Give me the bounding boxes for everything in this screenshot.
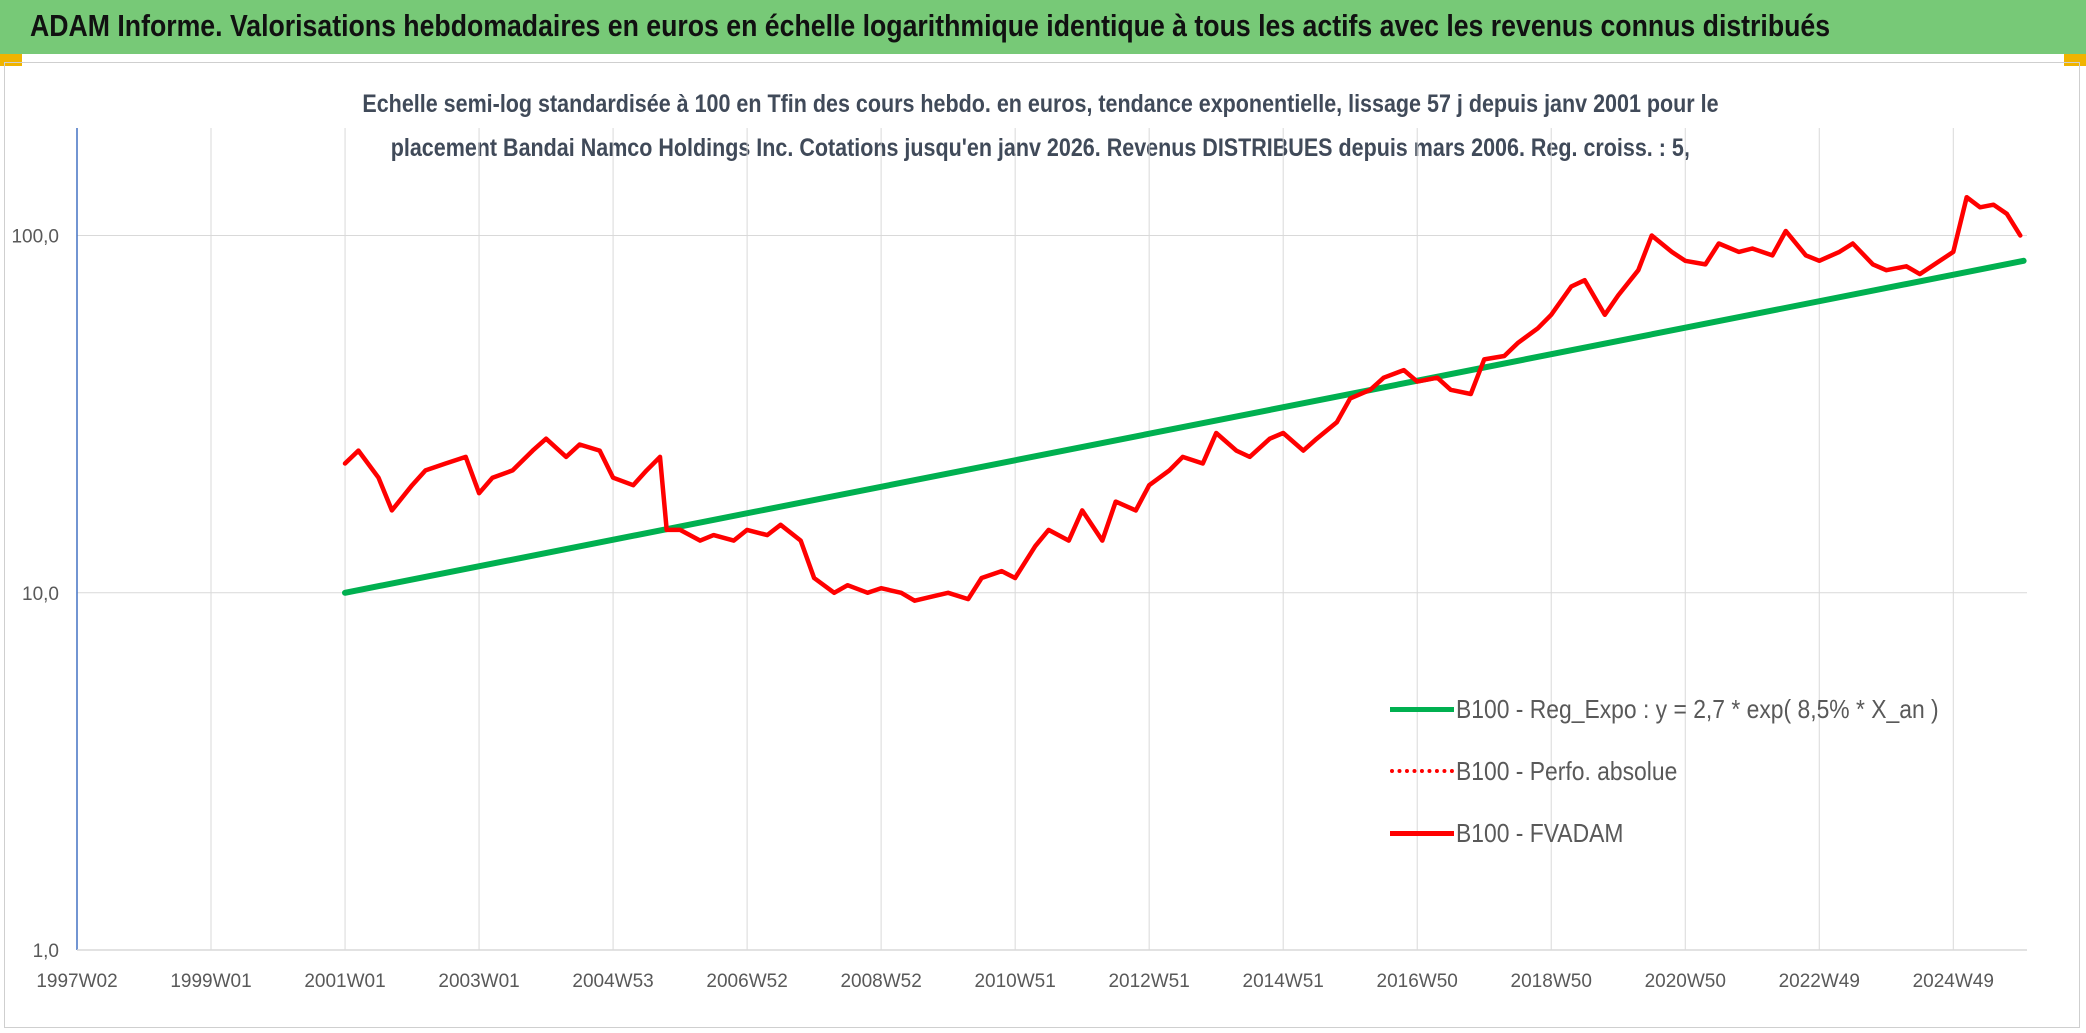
chart-title-line-2: placement Bandai Namco Holdings Inc. Cot… bbox=[200, 134, 1880, 163]
legend-label-perfo-absolue: B100 - Perfo. absolue bbox=[1456, 756, 1678, 786]
x-tick-label: 2016W50 bbox=[1377, 971, 1458, 992]
legend-label-fvadam: B100 - FVADAM bbox=[1456, 818, 1624, 848]
x-tick-label: 1999W01 bbox=[170, 971, 251, 992]
legend-swatch-perfo-absolue bbox=[1390, 769, 1454, 773]
chart-title-line-1: Echelle semi-log standardisée à 100 en T… bbox=[200, 90, 1880, 119]
series-line-fvadam bbox=[342, 194, 2023, 603]
legend-swatch-fvadam bbox=[1390, 831, 1454, 836]
x-tick-label: 2014W51 bbox=[1243, 971, 1324, 992]
x-tick-label: 2022W49 bbox=[1779, 971, 1860, 992]
chart-frame bbox=[4, 62, 2080, 1028]
x-tick-label: 2012W51 bbox=[1108, 971, 1189, 992]
corner-mark-right bbox=[2064, 54, 2086, 66]
x-tick-label: 2003W01 bbox=[438, 971, 519, 992]
x-tick-label: 2008W52 bbox=[840, 971, 921, 992]
x-tick-label: 1997W02 bbox=[36, 971, 117, 992]
report-title: ADAM Informe. Valorisations hebdomadaire… bbox=[30, 8, 1831, 43]
y-tick-label: 100,0 bbox=[11, 227, 59, 248]
series-line-regression bbox=[342, 257, 2027, 596]
chart-title-line-2-text: placement Bandai Namco Holdings Inc. Cot… bbox=[390, 134, 1690, 162]
x-tick-label: 2010W51 bbox=[974, 971, 1055, 992]
y-tick-label: 1,0 bbox=[33, 941, 59, 962]
x-tick-label: 2006W52 bbox=[706, 971, 787, 992]
legend-swatch-regression bbox=[1390, 707, 1454, 712]
legend-label-regression: B100 - Reg_Expo : y = 2,7 * exp( 8,5% * … bbox=[1456, 694, 1939, 724]
report-banner: ADAM Informe. Valorisations hebdomadaire… bbox=[0, 0, 2086, 54]
x-tick-label: 2001W01 bbox=[304, 971, 385, 992]
x-tick-label: 2018W50 bbox=[1511, 971, 1592, 992]
chart-title-line-1-text: Echelle semi-log standardisée à 100 en T… bbox=[361, 90, 1719, 118]
x-tick-label: 2020W50 bbox=[1645, 971, 1726, 992]
y-tick-label: 10,0 bbox=[22, 584, 59, 605]
corner-mark-left bbox=[0, 54, 22, 66]
x-tick-label: 2024W49 bbox=[1913, 971, 1994, 992]
x-tick-label: 2004W53 bbox=[572, 971, 653, 992]
